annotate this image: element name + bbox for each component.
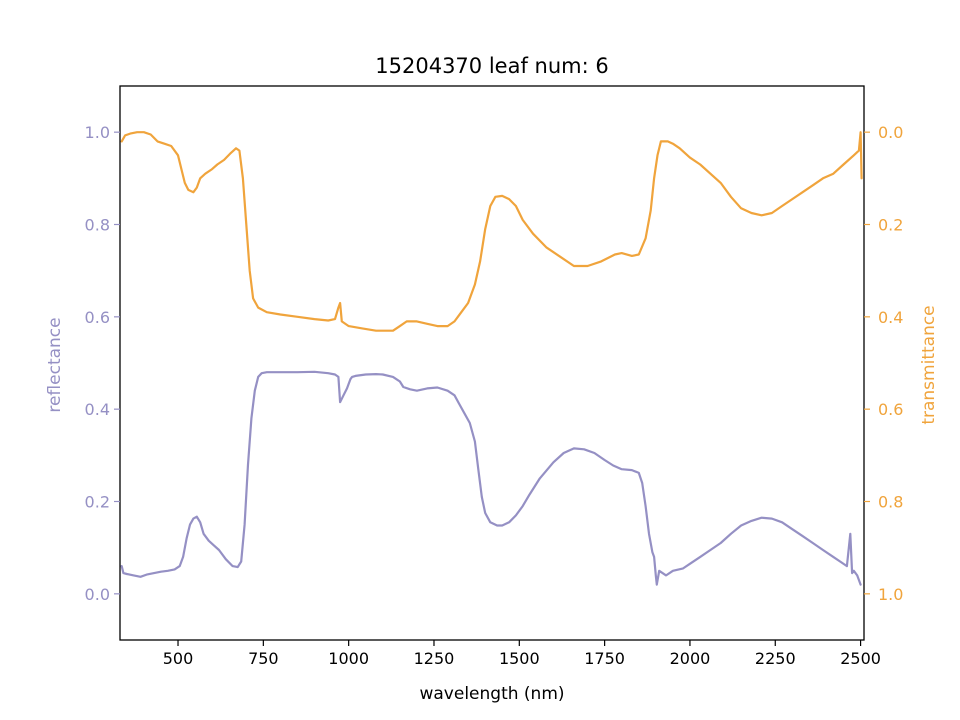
- series-layer: [120, 131, 863, 586]
- right-y-tick-label: 0.0: [878, 123, 903, 142]
- left-y-tick-label: 0.8: [85, 216, 110, 235]
- x-axis-label: wavelength (nm): [419, 684, 564, 704]
- x-tick-label: 1250: [414, 649, 455, 668]
- right-axis-label: transmittance: [919, 305, 939, 424]
- right-y-axis: 0.0 0.2 0.4 0.6 0.8 1.0: [864, 123, 903, 604]
- x-tick-label: 2000: [670, 649, 711, 668]
- right-y-tick-label: 0.6: [878, 400, 903, 419]
- left-axis-label: reflectance: [45, 317, 65, 412]
- left-y-axis: 0.0 0.2 0.4 0.6 0.8 1.0: [85, 123, 120, 604]
- x-tick-label: 2250: [755, 649, 796, 668]
- reflectance-line: [120, 370, 862, 586]
- x-tick-label: 1000: [328, 649, 369, 668]
- right-y-tick-label: 0.8: [878, 493, 903, 512]
- x-axis: 500 750 1000 1250 1500 1750 2000 2250 2500: [163, 640, 881, 668]
- x-tick-label: 1750: [584, 649, 625, 668]
- right-y-tick-label: 0.4: [878, 308, 903, 327]
- right-y-tick-label: 0.2: [878, 216, 903, 235]
- x-tick-label: 1500: [499, 649, 540, 668]
- x-tick-label: 2500: [840, 649, 881, 668]
- left-y-tick-label: 0.2: [85, 493, 110, 512]
- transmittance-line: [120, 131, 863, 332]
- x-tick-label: 750: [248, 649, 279, 668]
- left-y-tick-label: 0.4: [85, 400, 110, 419]
- chart-title: 15204370 leaf num: 6: [375, 54, 608, 78]
- left-y-tick-label: 0.0: [85, 585, 110, 604]
- right-y-tick-label: 1.0: [878, 585, 903, 604]
- x-tick-label: 500: [163, 649, 194, 668]
- left-y-tick-label: 0.6: [85, 308, 110, 327]
- left-y-tick-label: 1.0: [85, 123, 110, 142]
- plot-frame: [119, 85, 865, 641]
